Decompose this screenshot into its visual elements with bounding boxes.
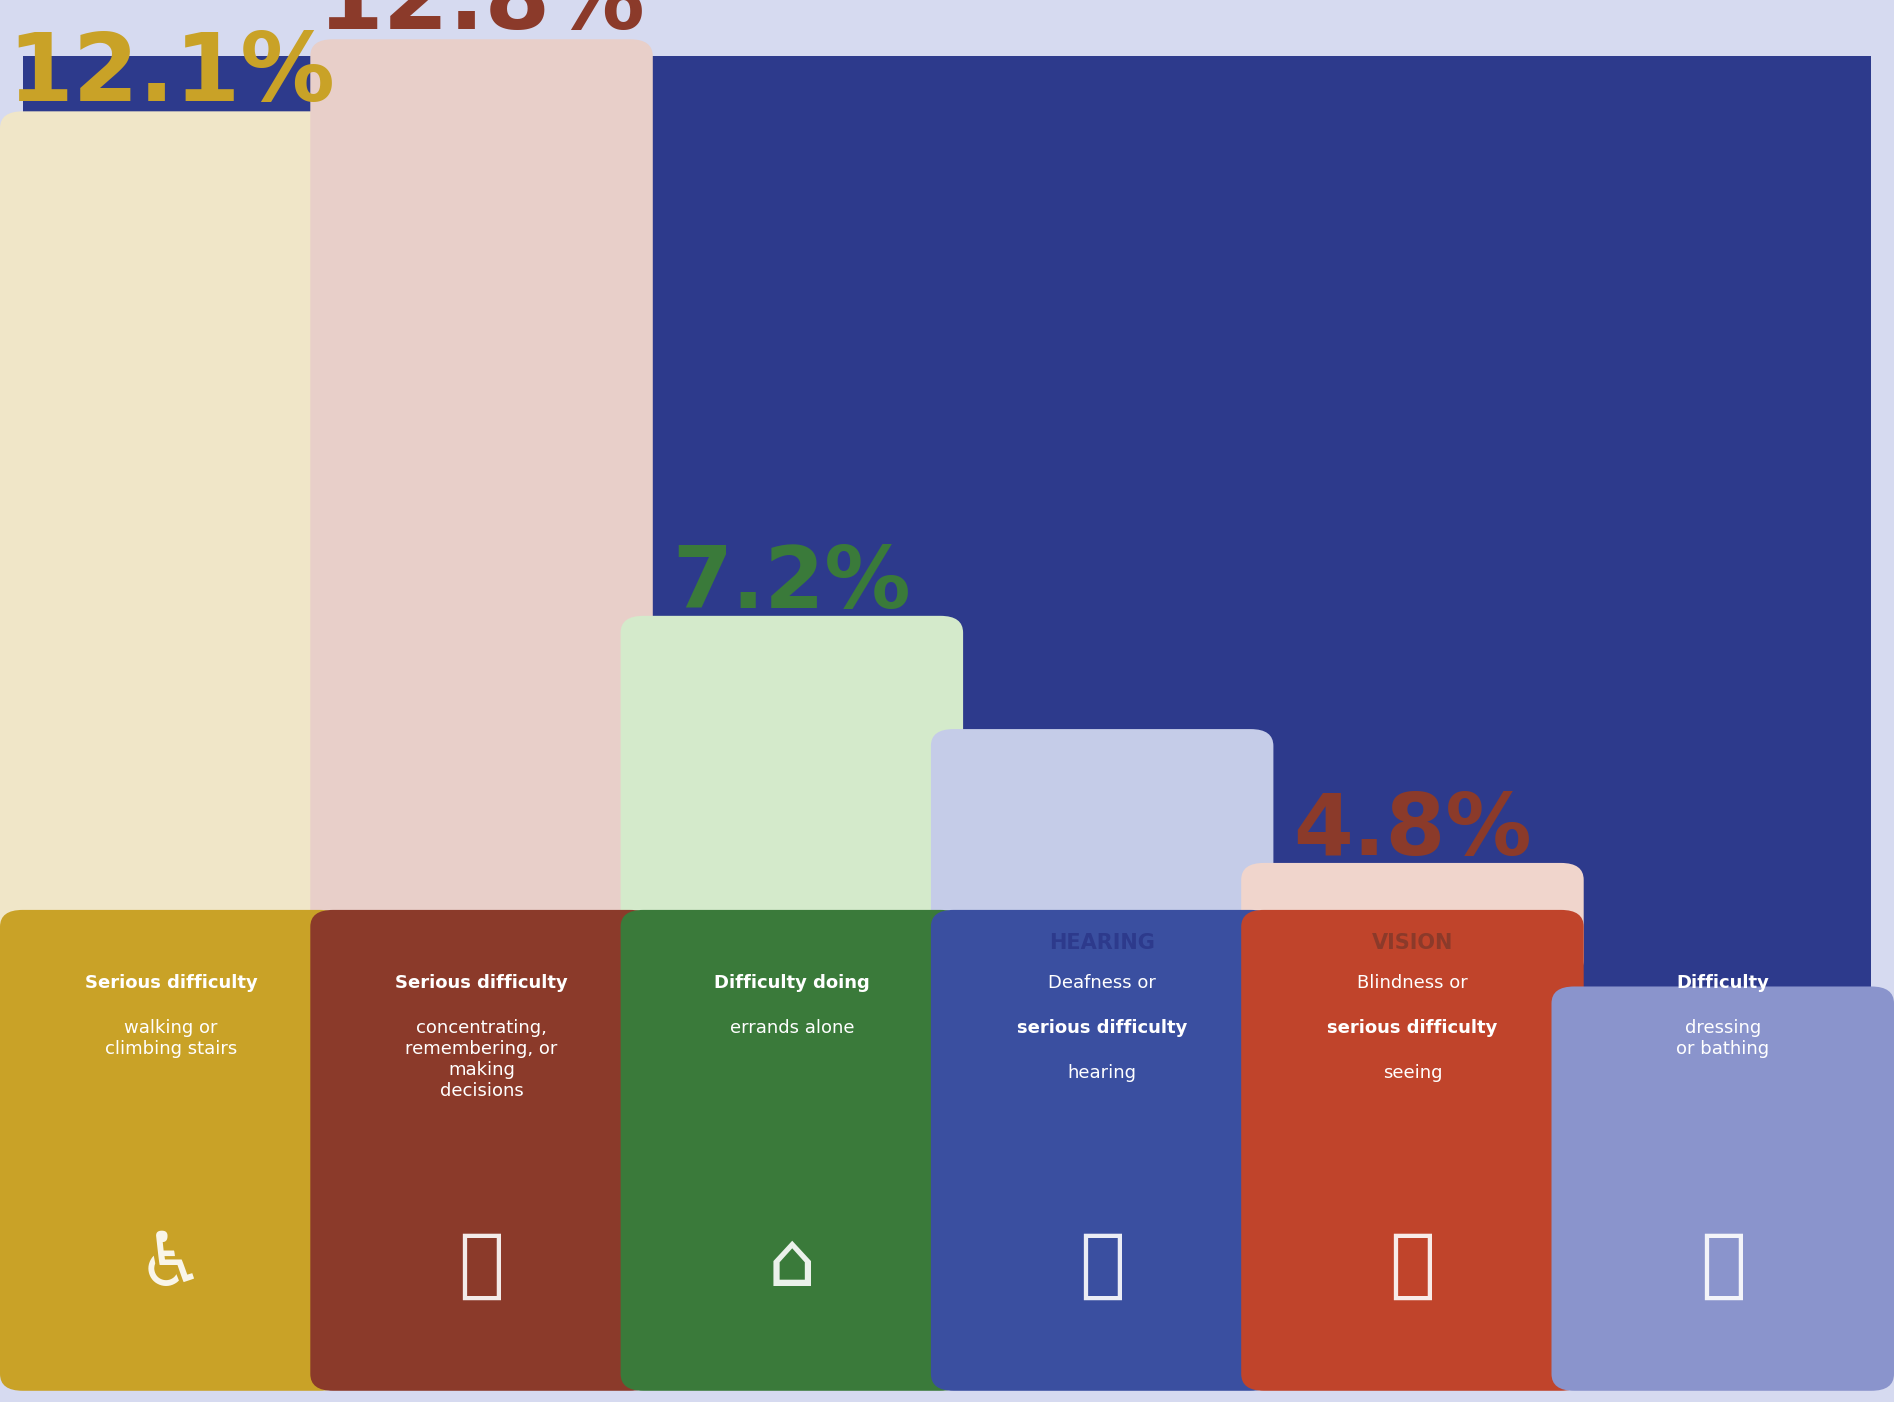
Text: 🧠: 🧠 bbox=[458, 1228, 504, 1302]
FancyBboxPatch shape bbox=[1241, 910, 1583, 1391]
FancyBboxPatch shape bbox=[621, 910, 962, 1391]
Text: Blindness or: Blindness or bbox=[1358, 974, 1468, 993]
Text: VISION: VISION bbox=[1371, 934, 1453, 953]
Text: seeing: seeing bbox=[1383, 1064, 1441, 1082]
Text: Serious difficulty: Serious difficulty bbox=[396, 974, 568, 993]
Text: ♿: ♿ bbox=[136, 1228, 206, 1302]
Text: 7.2%: 7.2% bbox=[672, 543, 911, 625]
FancyBboxPatch shape bbox=[1551, 987, 1894, 1391]
FancyBboxPatch shape bbox=[311, 39, 653, 977]
Text: dressing
or bathing: dressing or bathing bbox=[1676, 1019, 1769, 1059]
Text: MOBILITY: MOBILITY bbox=[116, 934, 227, 953]
Text: concentrating,
remembering, or
making
decisions: concentrating, remembering, or making de… bbox=[405, 1019, 557, 1099]
Text: 3.6%: 3.6% bbox=[1604, 913, 1843, 997]
Text: ⌂: ⌂ bbox=[767, 1228, 816, 1302]
Text: 6.1%: 6.1% bbox=[983, 656, 1222, 739]
Text: 👁: 👁 bbox=[1390, 1228, 1436, 1302]
Text: Difficulty: Difficulty bbox=[1676, 974, 1769, 993]
FancyBboxPatch shape bbox=[930, 910, 1273, 1391]
FancyBboxPatch shape bbox=[1241, 862, 1583, 977]
FancyBboxPatch shape bbox=[0, 910, 343, 1391]
FancyBboxPatch shape bbox=[0, 111, 343, 977]
Text: INDEPENDENT
LIVING: INDEPENDENT LIVING bbox=[708, 910, 875, 953]
FancyBboxPatch shape bbox=[621, 615, 962, 977]
FancyBboxPatch shape bbox=[311, 910, 653, 1391]
Text: 12.1%: 12.1% bbox=[8, 29, 335, 121]
Text: HEARING: HEARING bbox=[1049, 934, 1155, 953]
Text: hearing: hearing bbox=[1068, 1064, 1136, 1082]
Text: 4.8%: 4.8% bbox=[1294, 789, 1532, 872]
FancyBboxPatch shape bbox=[930, 729, 1273, 977]
Text: Deafness or: Deafness or bbox=[1047, 974, 1155, 993]
Text: 👕: 👕 bbox=[1699, 1228, 1746, 1302]
Text: serious difficulty: serious difficulty bbox=[1328, 1019, 1498, 1037]
Text: serious difficulty: serious difficulty bbox=[1017, 1019, 1188, 1037]
Text: Serious difficulty: Serious difficulty bbox=[85, 974, 258, 993]
Text: COGNITION: COGNITION bbox=[415, 934, 547, 953]
Text: 👂: 👂 bbox=[1080, 1228, 1125, 1302]
Text: SELF-CARE: SELF-CARE bbox=[1659, 934, 1786, 953]
Text: errands alone: errands alone bbox=[729, 1019, 854, 1037]
FancyBboxPatch shape bbox=[23, 56, 1871, 1374]
Text: Difficulty doing: Difficulty doing bbox=[714, 974, 869, 993]
Text: 12.8%: 12.8% bbox=[318, 0, 646, 49]
Text: walking or
climbing stairs: walking or climbing stairs bbox=[106, 1019, 237, 1059]
